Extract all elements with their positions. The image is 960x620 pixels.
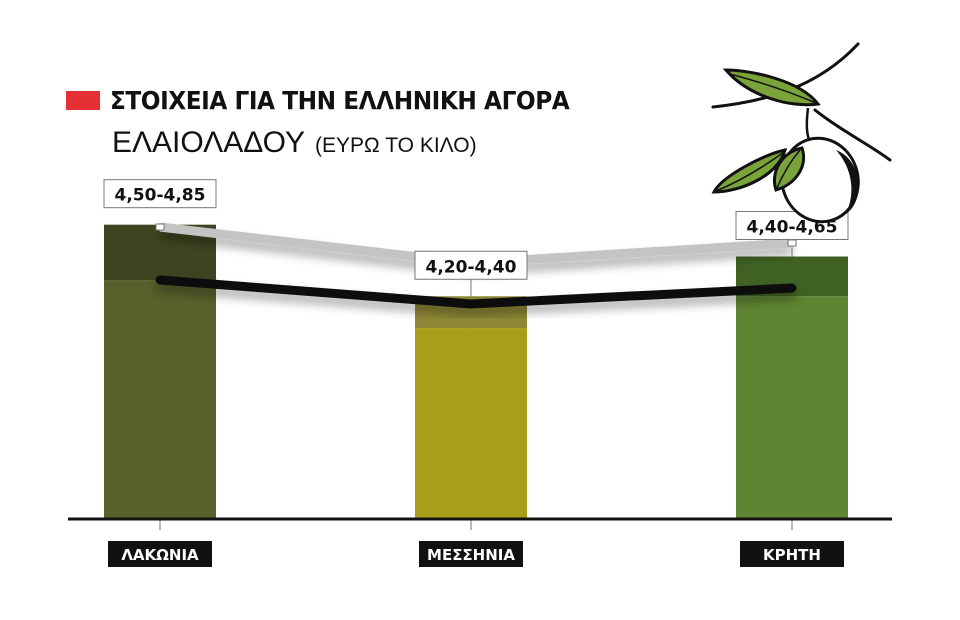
high-point-marker-2: [787, 239, 797, 247]
bar-low-1: [415, 328, 527, 519]
range-label-1: 4,20-4,40: [414, 250, 528, 280]
subtitle-text: ΕΛΑΙΟΛΑΔΟΥ: [112, 126, 306, 159]
svg-text:4,20-4,40: 4,20-4,40: [426, 257, 517, 277]
bar-low-2: [736, 296, 848, 519]
svg-text:ΛΑΚΩΝΙΑ: ΛΑΚΩΝΙΑ: [121, 546, 199, 564]
unit-text: (ΕΥΡΩ ΤΟ ΚΙΛΟ): [315, 134, 477, 157]
svg-text:ΜΕΣΣΗΝΙΑ: ΜΕΣΣΗΝΙΑ: [427, 546, 515, 564]
title-marker: [66, 91, 100, 110]
low-price-line: [155, 275, 797, 309]
bar-low-0: [104, 280, 216, 519]
olive-branch-icon: [711, 42, 892, 224]
high-point-marker-0: [155, 223, 165, 231]
chart-subtitle: ΕΛΑΙΟΛΑΔΟΥ (ΕΥΡΩ ΤΟ ΚΙΛΟ): [112, 126, 477, 160]
category-label-1: ΜΕΣΣΗΝΙΑ: [419, 541, 523, 567]
chart-title: ΣΤΟΙΧΕΙΑ ΓΙΑ ΤΗΝ ΕΛΛΗΝΙΚΗ ΑΓΟΡΑ: [66, 86, 604, 115]
svg-text:4,50-4,85: 4,50-4,85: [115, 186, 206, 206]
category-label-0: ΛΑΚΩΝΙΑ: [108, 541, 212, 567]
range-label-0: 4,50-4,85: [103, 179, 217, 209]
svg-text:ΚΡΗΤΗ: ΚΡΗΤΗ: [763, 546, 821, 564]
title-text: ΣΤΟΙΧΕΙΑ ΓΙΑ ΤΗΝ ΕΛΛΗΝΙΚΗ ΑΓΟΡΑ: [110, 86, 570, 115]
category-label-2: ΚΡΗΤΗ: [740, 541, 844, 567]
